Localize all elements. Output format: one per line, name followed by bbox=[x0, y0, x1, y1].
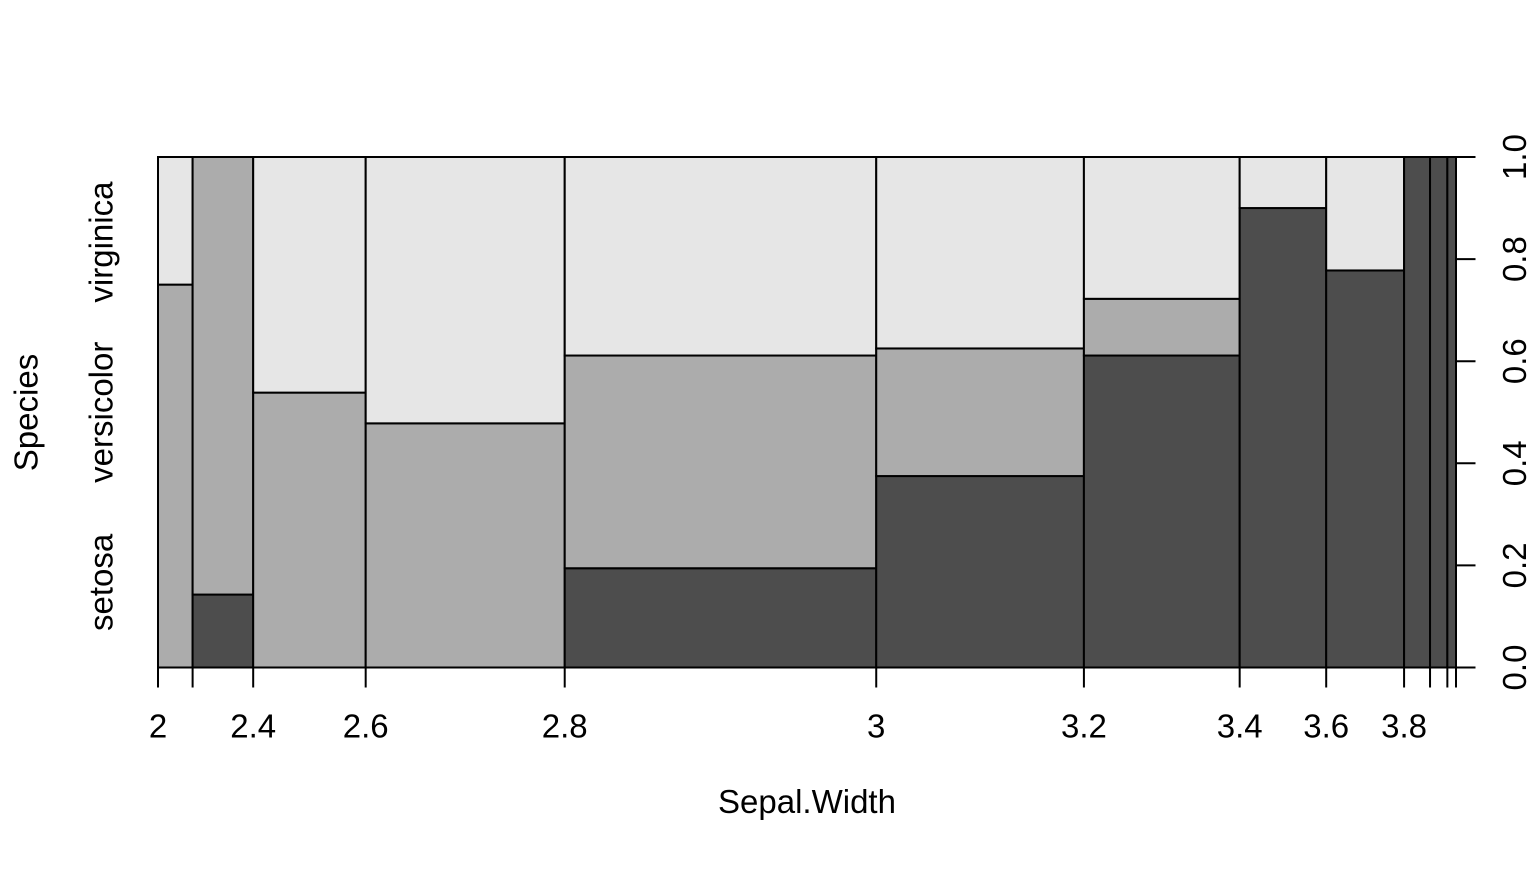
svg-text:0.8: 0.8 bbox=[1496, 236, 1533, 282]
svg-text:2.6: 2.6 bbox=[343, 708, 389, 745]
svg-text:2.4: 2.4 bbox=[230, 708, 276, 745]
svg-text:Sepal.Width: Sepal.Width bbox=[718, 783, 896, 820]
svg-text:3.6: 3.6 bbox=[1303, 708, 1349, 745]
svg-text:3: 3 bbox=[867, 708, 885, 745]
svg-text:0.2: 0.2 bbox=[1496, 542, 1533, 588]
svg-text:0.4: 0.4 bbox=[1496, 440, 1533, 486]
svg-text:Species: Species bbox=[8, 354, 45, 471]
svg-text:2.8: 2.8 bbox=[542, 708, 588, 745]
svg-text:3.2: 3.2 bbox=[1061, 708, 1107, 745]
svg-text:virginica: virginica bbox=[82, 181, 119, 303]
svg-text:2: 2 bbox=[149, 708, 167, 745]
svg-text:3.8: 3.8 bbox=[1381, 708, 1427, 745]
svg-text:setosa: setosa bbox=[82, 533, 119, 631]
svg-text:3.4: 3.4 bbox=[1217, 708, 1263, 745]
svg-text:1.0: 1.0 bbox=[1496, 134, 1533, 180]
svg-text:versicolor: versicolor bbox=[82, 342, 119, 483]
svg-text:0.0: 0.0 bbox=[1496, 645, 1533, 691]
svg-text:0.6: 0.6 bbox=[1496, 338, 1533, 384]
